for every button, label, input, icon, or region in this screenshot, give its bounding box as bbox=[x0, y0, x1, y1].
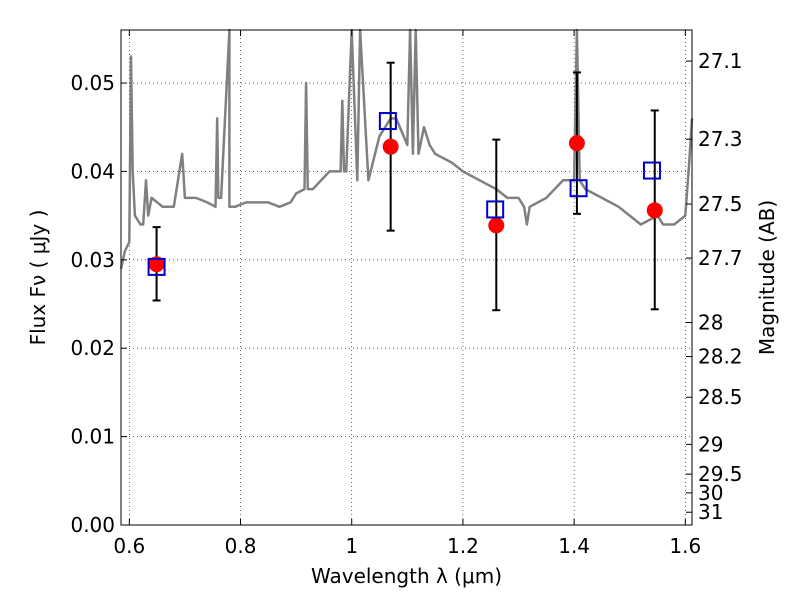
x-tick-label: 1.2 bbox=[447, 534, 479, 558]
model-spectrum-line bbox=[119, 28, 694, 269]
right-tick-label: 29 bbox=[698, 432, 723, 456]
observed-point bbox=[646, 202, 663, 219]
x-axis-label: Wavelength λ (μm) bbox=[311, 564, 502, 588]
x-tick-label: 1.6 bbox=[669, 534, 701, 558]
tick-layer: 0.6 0.8 1 1.2 1.4 1.6 0.00 0.01 0.02 0.03 0.04 0.05… bbox=[70, 30, 743, 558]
model-spectrum-layer bbox=[119, 28, 694, 269]
observed-point bbox=[148, 256, 165, 273]
y-tick-label: 0.00 bbox=[70, 513, 115, 537]
x-tick-label: 0.8 bbox=[225, 534, 257, 558]
model-band-point bbox=[486, 200, 505, 219]
y-tick-label: 0.02 bbox=[70, 336, 115, 360]
right-tick-label: 27.1 bbox=[698, 49, 743, 73]
right-tick-label: 28.2 bbox=[698, 345, 743, 369]
right-tick-label: 27.5 bbox=[698, 192, 743, 216]
observed-point bbox=[568, 135, 585, 152]
y-axis-label: Flux Fν ( μJy ) bbox=[26, 210, 50, 346]
model-band-point bbox=[642, 161, 661, 180]
x-tick-label: 1 bbox=[345, 534, 358, 558]
y-tick-label: 0.01 bbox=[70, 425, 115, 449]
x-tick-label: 1.4 bbox=[558, 534, 590, 558]
model-band-point bbox=[569, 179, 588, 198]
observed-point bbox=[488, 217, 505, 234]
right-tick-label: 27.3 bbox=[698, 127, 743, 151]
right-tick-label: 28 bbox=[698, 311, 723, 335]
model-band-point bbox=[147, 257, 166, 276]
observed-points-layer bbox=[148, 135, 663, 273]
grid-layer bbox=[121, 30, 692, 526]
right-tick-label: 30 bbox=[698, 481, 723, 505]
y-tick-label: 0.03 bbox=[70, 248, 115, 272]
right-axis-label: Magnitude (AB) bbox=[755, 200, 779, 355]
right-tick-label: 27.7 bbox=[698, 246, 743, 270]
y-tick-label: 0.05 bbox=[70, 71, 115, 95]
right-tick-label: 28.5 bbox=[698, 385, 743, 409]
right-tick-label: 29.5 bbox=[698, 462, 743, 486]
observed-point bbox=[382, 138, 399, 155]
model-band-points-layer bbox=[147, 112, 661, 276]
y-tick-label: 0.04 bbox=[70, 159, 115, 183]
x-tick-label: 0.6 bbox=[113, 534, 145, 558]
right-tick-label: 31 bbox=[698, 500, 723, 524]
model-band-point bbox=[378, 112, 397, 131]
plot-frame bbox=[120, 29, 693, 526]
